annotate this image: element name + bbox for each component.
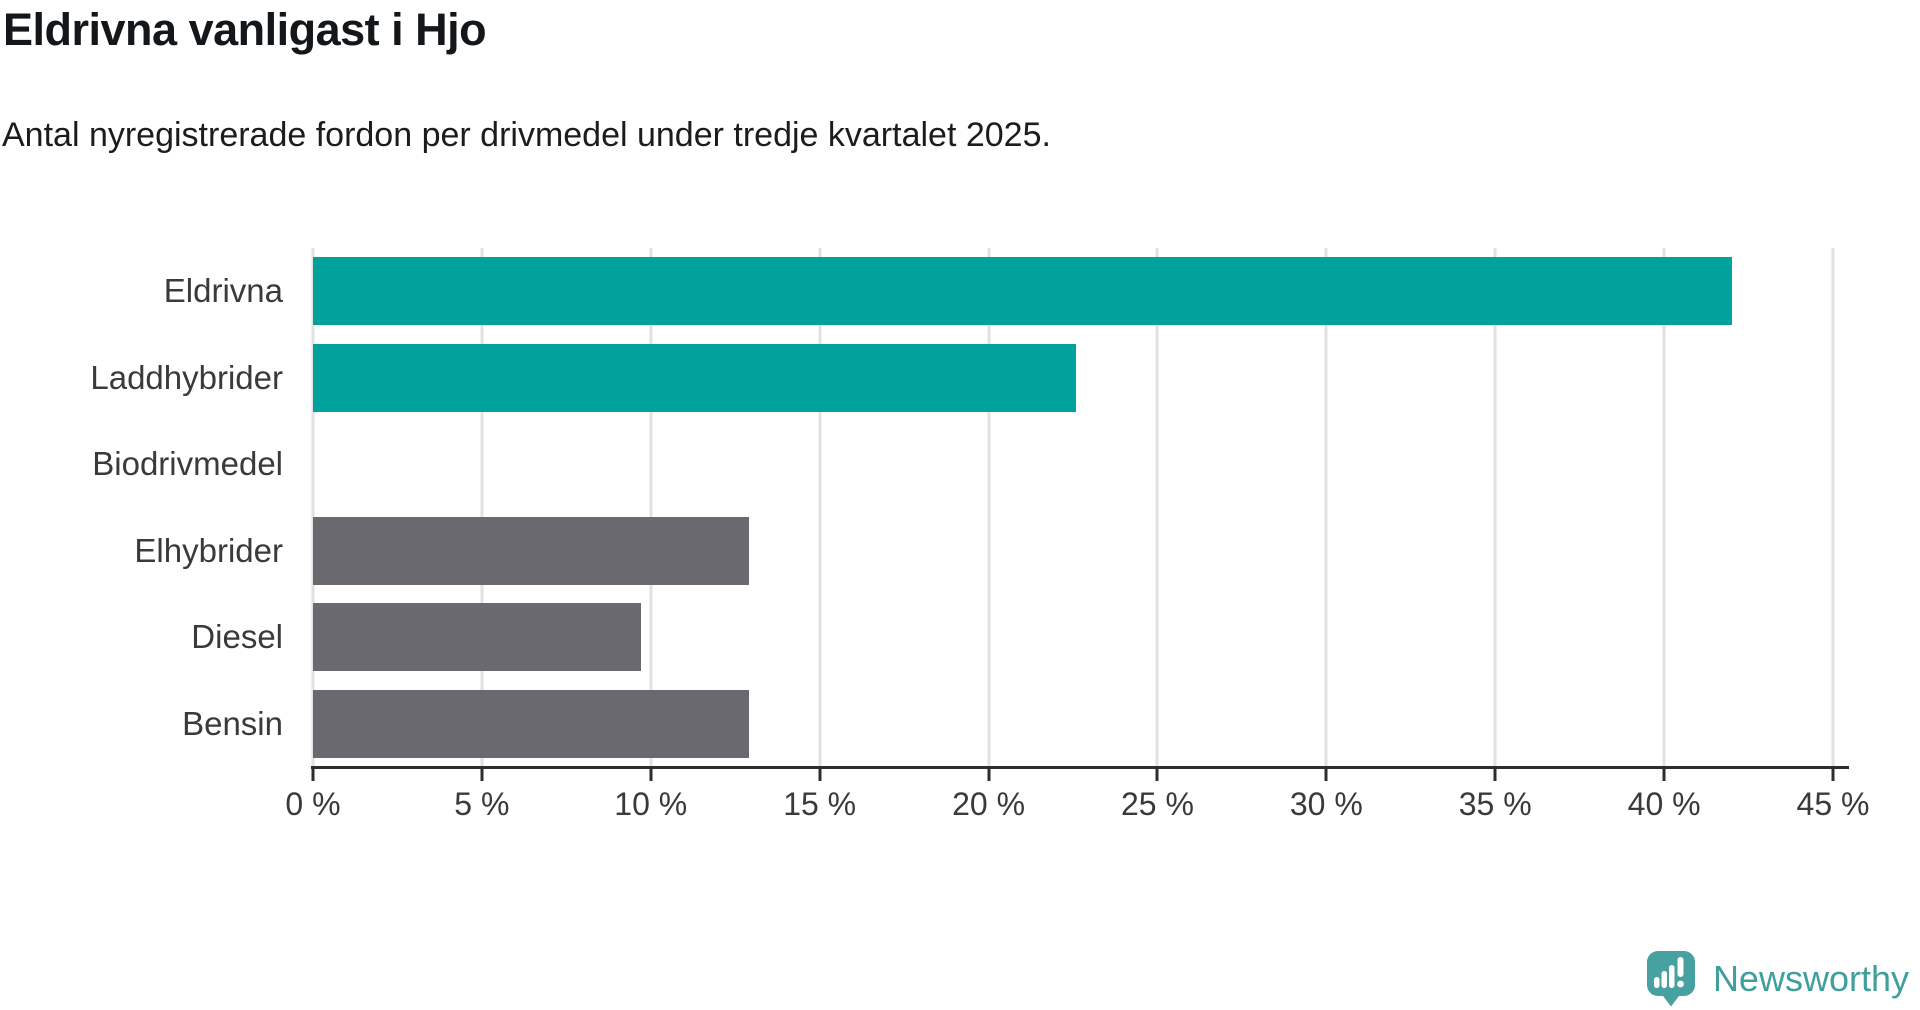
category-label-eldrivna: Eldrivna bbox=[163, 272, 283, 310]
chart-row-biodrivmedel bbox=[313, 421, 1833, 508]
category-label-diesel: Diesel bbox=[191, 618, 283, 656]
gridline-5 bbox=[480, 248, 484, 767]
x-tick-10 bbox=[649, 769, 653, 781]
chart-row-diesel bbox=[313, 594, 1833, 681]
x-tick-20 bbox=[987, 769, 991, 781]
chart-row-eldrivna bbox=[313, 248, 1833, 335]
gridline-0 bbox=[311, 248, 315, 767]
x-tick-25 bbox=[1155, 769, 1159, 781]
category-label-biodrivmedel: Biodrivmedel bbox=[92, 445, 283, 483]
x-tick-5 bbox=[480, 769, 484, 781]
x-tick-label-10: 10 % bbox=[614, 786, 688, 822]
category-labels: Eldrivna Laddhybrider Biodrivmedel Elhybrid… bbox=[0, 248, 283, 767]
x-tick-label-45: 45 % bbox=[1796, 786, 1870, 822]
x-axis-line bbox=[311, 766, 1849, 769]
bar-eldrivna bbox=[313, 257, 1732, 326]
gridline-20 bbox=[987, 248, 991, 767]
plot-area bbox=[311, 248, 1835, 767]
chart-subtitle: Antal nyregistrerade fordon per drivmede… bbox=[2, 116, 1051, 154]
bar-elhybrider bbox=[313, 516, 749, 585]
gridlines bbox=[311, 248, 1835, 767]
chart-row-laddhybrider bbox=[313, 335, 1833, 422]
x-tick-15 bbox=[818, 769, 822, 781]
x-tick-label-15: 15 % bbox=[783, 786, 857, 822]
category-label-laddhybrider: Laddhybrider bbox=[90, 358, 283, 396]
bar-laddhybrider bbox=[313, 343, 1077, 412]
x-tick-45 bbox=[1831, 769, 1835, 781]
branding: Newsworthy bbox=[1646, 950, 1909, 1007]
gridline-30 bbox=[1324, 248, 1328, 767]
chart-row-elhybrider bbox=[313, 508, 1833, 595]
gridline-15 bbox=[818, 248, 822, 767]
x-tick-35 bbox=[1493, 769, 1497, 781]
x-tick-label-0: 0 % bbox=[285, 786, 341, 822]
chart-row-bensin bbox=[313, 681, 1833, 768]
chart-title: Eldrivna vanligast i Hjo bbox=[3, 4, 487, 55]
bar-diesel bbox=[313, 603, 641, 672]
x-tick-label-40: 40 % bbox=[1627, 786, 1701, 822]
newsworthy-logo-icon bbox=[1646, 951, 1695, 1007]
x-axis: 0 % 5 % 10 % 15 % 20 % 25 % 30 % 35 % 40 % 45 % bbox=[285, 769, 1869, 831]
gridline-45 bbox=[1831, 248, 1835, 767]
x-tick-30 bbox=[1324, 769, 1328, 781]
gridline-25 bbox=[1155, 248, 1159, 767]
gridline-10 bbox=[649, 248, 653, 767]
x-tick-label-20: 20 % bbox=[952, 786, 1026, 822]
x-tick-label-25: 25 % bbox=[1120, 786, 1194, 822]
brand-name: Newsworthy bbox=[1712, 957, 1909, 999]
gridline-35 bbox=[1493, 248, 1497, 767]
category-label-elhybrider: Elhybrider bbox=[134, 531, 283, 569]
x-tick-40 bbox=[1662, 769, 1666, 781]
x-tick-0 bbox=[311, 769, 315, 781]
x-tick-label-35: 35 % bbox=[1458, 786, 1532, 822]
x-tick-label-30: 30 % bbox=[1289, 786, 1363, 822]
x-tick-label-5: 5 % bbox=[454, 786, 510, 822]
category-label-bensin: Bensin bbox=[182, 704, 283, 742]
gridline-40 bbox=[1662, 248, 1666, 767]
bar-bensin bbox=[313, 689, 749, 758]
bar-rows bbox=[313, 248, 1833, 767]
